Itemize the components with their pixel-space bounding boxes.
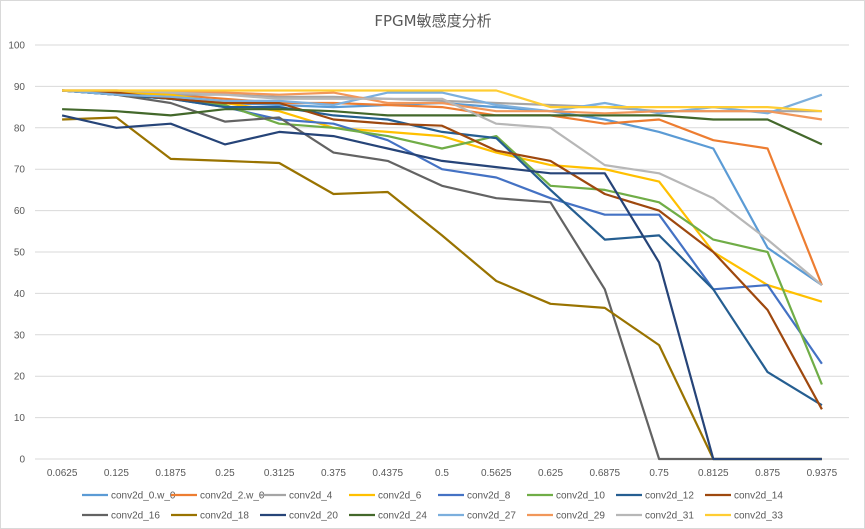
x-tick-label: 0.5625 xyxy=(481,468,512,479)
legend-label: conv2d_18 xyxy=(200,511,249,522)
x-tick-label: 0.6875 xyxy=(590,468,621,479)
series-line-conv2d-18 xyxy=(62,116,822,461)
y-tick-label: 20 xyxy=(14,372,26,383)
series-line-conv2d-10 xyxy=(62,89,823,385)
y-tick-label: 10 xyxy=(14,413,26,424)
y-tick-label: 60 xyxy=(14,206,26,217)
series-line-conv2d-2-w-0 xyxy=(62,89,823,286)
chart-title: FPGM敏感度分析 xyxy=(374,12,491,30)
x-tick-label: 0.25 xyxy=(215,468,235,479)
y-tick-label: 0 xyxy=(19,455,25,466)
legend-item: conv2d_29 xyxy=(527,511,605,522)
legend-item: conv2d_12 xyxy=(616,491,694,502)
legend-label: conv2d_24 xyxy=(378,511,427,522)
y-tick-label: 100 xyxy=(8,41,25,52)
legend-item: conv2d_2.w_0 xyxy=(171,491,265,502)
legend-item: conv2d_20 xyxy=(260,511,338,522)
legend-item: conv2d_0.w_0 xyxy=(82,491,176,502)
x-tick-label: 0.375 xyxy=(321,468,346,479)
legend-item: conv2d_4 xyxy=(260,491,333,502)
series-line-conv2d-24 xyxy=(62,108,823,146)
x-tick-label: 0.75 xyxy=(649,468,669,479)
series-line-conv2d-16 xyxy=(62,89,822,461)
legend-item: conv2d_24 xyxy=(349,511,427,522)
y-tick-label: 80 xyxy=(14,123,26,134)
x-tick-label: 0.0625 xyxy=(47,468,78,479)
legend-item: conv2d_6 xyxy=(349,491,422,502)
x-tick-label: 0.625 xyxy=(538,468,563,479)
legend-item: conv2d_31 xyxy=(616,511,694,522)
series-line-conv2d-20 xyxy=(61,114,822,461)
series-line-conv2d-33 xyxy=(62,89,822,113)
x-axis: 0.0625 0.125 0.1875 0.25 0.3125 0.375 0.4375 0.… xyxy=(47,468,838,479)
series-line-conv2d-14 xyxy=(62,89,823,410)
legend-item: conv2d_27 xyxy=(438,511,516,522)
y-tick-label: 40 xyxy=(14,289,26,300)
legend-item: conv2d_8 xyxy=(438,491,511,502)
legend-label: conv2d_2.w_0 xyxy=(200,491,265,502)
x-tick-label: 0.5 xyxy=(435,468,449,479)
x-tick-label: 0.8125 xyxy=(698,468,729,479)
x-tick-label: 0.3125 xyxy=(264,468,295,479)
series-line-conv2d-27 xyxy=(62,89,823,115)
grid xyxy=(35,44,849,460)
legend-label: conv2d_10 xyxy=(556,491,605,502)
legend-item: conv2d_14 xyxy=(705,491,783,502)
legend-label: conv2d_33 xyxy=(734,511,783,522)
legend-label: conv2d_27 xyxy=(467,511,516,522)
legend-label: conv2d_31 xyxy=(645,511,694,522)
legend-label: conv2d_0.w_0 xyxy=(111,491,176,502)
y-tick-label: 90 xyxy=(14,82,26,93)
x-tick-label: 0.4375 xyxy=(372,468,403,479)
legend-label: conv2d_4 xyxy=(289,491,333,502)
y-axis: 0 10 20 30 40 50 60 70 80 90 100 xyxy=(8,41,25,466)
legend: conv2d_0.w_0 conv2d_2.w_0 conv2d_4 conv2d_6… xyxy=(82,491,783,522)
y-tick-label: 50 xyxy=(14,248,26,259)
legend-label: conv2d_12 xyxy=(645,491,694,502)
x-tick-label: 0.1875 xyxy=(155,468,186,479)
series-lines xyxy=(61,89,823,461)
legend-item: conv2d_10 xyxy=(527,491,605,502)
legend-label: conv2d_6 xyxy=(378,491,422,502)
legend-item: conv2d_16 xyxy=(82,511,160,522)
legend-label: conv2d_20 xyxy=(289,511,338,522)
legend-label: conv2d_29 xyxy=(556,511,605,522)
legend-label: conv2d_14 xyxy=(734,491,783,502)
x-tick-label: 0.875 xyxy=(755,468,780,479)
series-line-conv2d-31 xyxy=(62,89,823,286)
y-tick-label: 70 xyxy=(14,165,26,176)
legend-label: conv2d_8 xyxy=(467,491,511,502)
y-tick-label: 30 xyxy=(14,330,26,341)
legend-item: conv2d_18 xyxy=(171,511,249,522)
legend-label: conv2d_16 xyxy=(111,511,160,522)
legend-item: conv2d_33 xyxy=(705,511,783,522)
x-tick-label: 0.9375 xyxy=(807,468,838,479)
x-tick-label: 0.125 xyxy=(104,468,129,479)
series-line-conv2d-12 xyxy=(62,89,823,407)
